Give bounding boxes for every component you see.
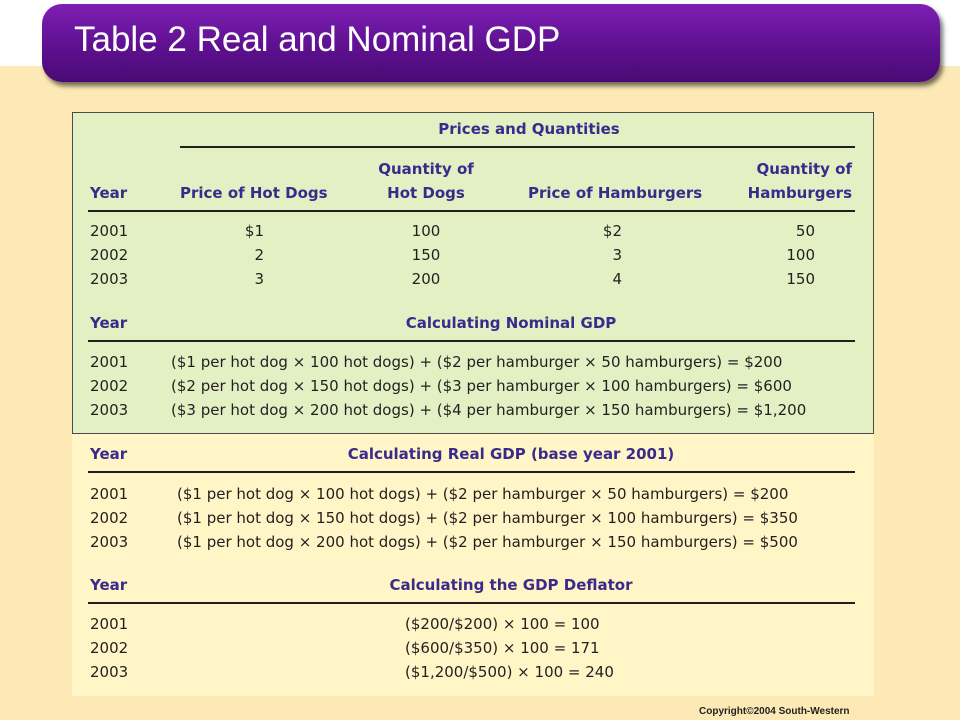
pq-row-quantity-hot-dogs: 150 — [411, 246, 441, 264]
nominal-year-header: Year — [90, 314, 128, 332]
title-bar — [42, 4, 940, 82]
col-header-price-hot-dogs: Price of Hot Dogs — [180, 184, 328, 202]
real-header-rule — [88, 471, 855, 473]
pq-row-quantity-hamburgers: 100 — [786, 246, 815, 264]
deflator-row-year: 2003 — [90, 663, 129, 681]
pq-row-quantity-hamburgers: 50 — [795, 222, 815, 240]
col-header-price-hamburgers: Price of Hamburgers — [528, 184, 703, 202]
deflator-header-rule — [88, 602, 855, 604]
prices-quantities-header: Prices and Quantities — [438, 120, 620, 138]
gdp-deflator-header: Calculating the GDP Deflator — [389, 576, 633, 594]
real-row-formula: ($1 per hot dog × 150 hot dogs) + ($2 pe… — [177, 509, 798, 527]
col-header-quantity-hamburgers-line2: Hamburgers — [747, 184, 852, 202]
real-row-year: 2001 — [90, 485, 129, 503]
nominal-row-year: 2003 — [90, 401, 129, 419]
pq-row-price-hamburgers: 4 — [612, 270, 622, 288]
copyright-notice: Copyright©2004 South-Western — [699, 706, 850, 717]
nominal-header-rule — [88, 340, 855, 342]
real-year-header: Year — [90, 445, 128, 463]
pq-row-year: 2002 — [90, 246, 129, 264]
pq-row-quantity-hot-dogs: 200 — [411, 270, 441, 288]
col-header-year: Year — [90, 184, 128, 202]
pq-row-price-hot-dogs: 3 — [254, 270, 264, 288]
pq-row-price-hamburgers: $2 — [602, 222, 622, 240]
deflator-row-year: 2001 — [90, 615, 129, 633]
nominal-gdp-header: Calculating Nominal GDP — [405, 314, 617, 332]
pq-row-year: 2001 — [90, 222, 129, 240]
nominal-row-year: 2001 — [90, 353, 129, 371]
real-row-year: 2002 — [90, 509, 129, 527]
pq-row-price-hot-dogs: 2 — [254, 246, 264, 264]
nominal-row-year: 2002 — [90, 377, 129, 395]
real-row-year: 2003 — [90, 533, 129, 551]
nominal-section-panel — [72, 112, 874, 434]
deflator-row-year: 2002 — [90, 639, 129, 657]
col-header-quantity-hot-dogs-line1: Quantity of — [378, 160, 474, 178]
pq-row-year: 2003 — [90, 270, 129, 288]
col-header-quantity-hamburgers-line1: Quantity of — [756, 160, 852, 178]
deflator-row-formula: ($1,200/$500) × 100 = 240 — [405, 663, 614, 681]
pq-row-quantity-hamburgers: 150 — [786, 270, 815, 288]
deflator-row-formula: ($600/$350) × 100 = 171 — [405, 639, 600, 657]
nominal-row-formula: ($3 per hot dog × 200 hot dogs) + ($4 pe… — [171, 401, 807, 419]
deflator-row-formula: ($200/$200) × 100 = 100 — [405, 615, 600, 633]
group-header-rule — [180, 146, 855, 148]
pq-row-quantity-hot-dogs: 100 — [411, 222, 441, 240]
pq-row-price-hot-dogs: $1 — [244, 222, 264, 240]
nominal-row-formula: ($2 per hot dog × 150 hot dogs) + ($3 pe… — [171, 377, 792, 395]
column-header-rule — [88, 210, 855, 212]
deflator-year-header: Year — [90, 576, 128, 594]
col-header-quantity-hot-dogs-line2: Hot Dogs — [387, 184, 465, 202]
slide-title: Table 2 Real and Nominal GDP — [74, 20, 561, 59]
real-row-formula: ($1 per hot dog × 200 hot dogs) + ($2 pe… — [177, 533, 798, 551]
real-row-formula: ($1 per hot dog × 100 hot dogs) + ($2 pe… — [177, 485, 789, 503]
nominal-row-formula: ($1 per hot dog × 100 hot dogs) + ($2 pe… — [171, 353, 783, 371]
pq-row-price-hamburgers: 3 — [612, 246, 622, 264]
real-gdp-header: Calculating Real GDP (base year 2001) — [347, 445, 675, 463]
